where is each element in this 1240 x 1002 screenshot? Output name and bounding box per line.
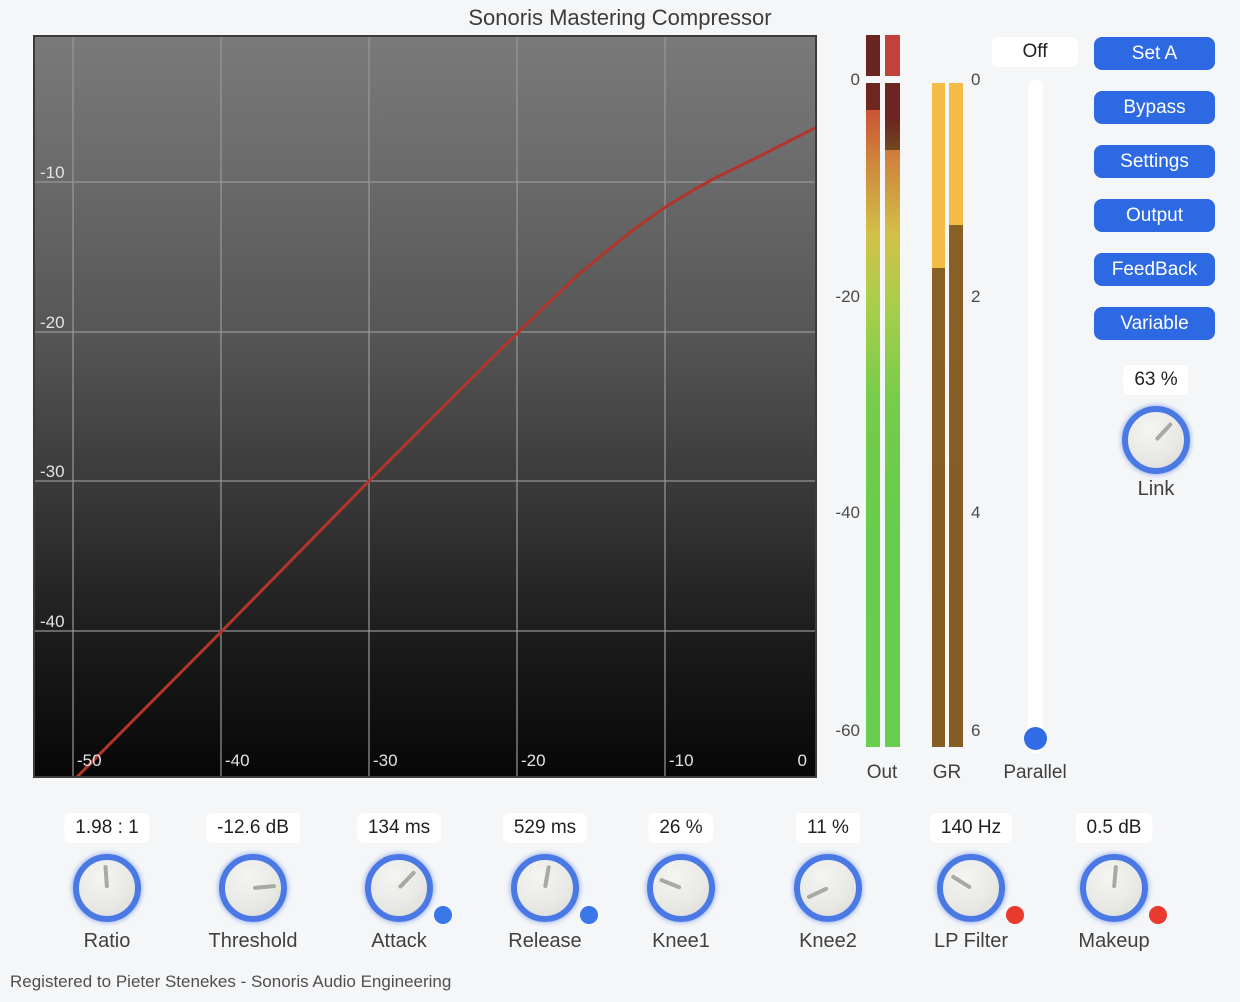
out-scale-40: -40	[835, 503, 860, 522]
threshold-value[interactable]: -12.6 dB	[206, 813, 300, 843]
parallel-slider-track[interactable]	[1028, 80, 1043, 753]
gr-meter-left	[932, 83, 945, 747]
knob-pointer	[397, 870, 417, 890]
x-tick: -40	[225, 751, 250, 770]
knob-pointer	[543, 865, 551, 889]
attack-mode-indicator[interactable]	[434, 906, 452, 924]
output-button[interactable]: Output	[1094, 199, 1215, 232]
out-clip-right	[885, 35, 900, 76]
bypass-button[interactable]: Bypass	[1094, 91, 1215, 124]
knob-pointer	[103, 864, 109, 889]
variable-button[interactable]: Variable	[1094, 307, 1215, 340]
knob-pointer	[950, 874, 973, 890]
lp-filter-label: LP Filter	[933, 930, 1009, 952]
knee1-knob[interactable]	[647, 854, 715, 922]
x-tick: -20	[521, 751, 546, 770]
link-label: Link	[1137, 478, 1175, 500]
out-scale-20: -20	[835, 287, 860, 306]
x-tick: -30	[373, 751, 398, 770]
gr-scale-6: 6	[971, 721, 981, 740]
x-tick: -50	[77, 751, 102, 770]
parallel-value[interactable]: Off	[992, 37, 1078, 67]
gridlines	[35, 37, 815, 776]
link-value[interactable]: 63 %	[1123, 365, 1189, 395]
page-title: Sonoris Mastering Compressor	[468, 5, 772, 30]
release-value[interactable]: 529 ms	[502, 813, 588, 843]
lp-filter-mode-indicator[interactable]	[1006, 906, 1024, 924]
knee2-knob[interactable]	[794, 854, 862, 922]
gr-scale-0: 0	[971, 70, 981, 89]
ratio-value[interactable]: 1.98 : 1	[64, 813, 150, 843]
ratio-label: Ratio	[83, 930, 131, 952]
gr-scale-2: 2	[971, 287, 981, 306]
feedback-button[interactable]: FeedBack	[1094, 253, 1215, 286]
lp-filter-knob[interactable]	[937, 854, 1005, 922]
registration-text: Registered to Pieter Stenekes - Sonoris …	[10, 972, 452, 991]
out-scale-0: 0	[850, 70, 860, 89]
knob-pointer	[252, 884, 277, 890]
makeup-knob[interactable]	[1080, 854, 1148, 922]
out-meter-right	[885, 83, 900, 747]
parallel-slider-thumb[interactable]	[1024, 727, 1047, 750]
knee1-label: Knee1	[652, 930, 710, 952]
out-clip-left	[866, 35, 880, 76]
y-tick: -10	[40, 163, 65, 182]
release-label: Release	[508, 930, 582, 952]
knee1-value[interactable]: 26 %	[648, 813, 714, 843]
attack-value[interactable]: 134 ms	[356, 813, 442, 843]
knob-pointer	[1112, 864, 1118, 889]
attack-knob[interactable]	[365, 854, 433, 922]
knee2-label: Knee2	[799, 930, 857, 952]
x-tick: 0	[797, 751, 807, 770]
y-tick: -40	[40, 612, 65, 631]
out-meter-label: Out	[866, 762, 898, 783]
attack-label: Attack	[371, 930, 427, 952]
set-a-button[interactable]: Set A	[1094, 37, 1215, 70]
threshold-label: Threshold	[208, 930, 298, 952]
compression-curve	[75, 126, 815, 776]
knob-pointer	[1154, 421, 1174, 442]
x-tick: -10	[669, 751, 694, 770]
gr-scale-4: 4	[971, 503, 981, 522]
transfer-curve-graph: -10 -20 -30 -40 -50 -40 -30 -20 -10 0	[33, 35, 817, 778]
release-knob[interactable]	[511, 854, 579, 922]
threshold-knob[interactable]	[219, 854, 287, 922]
knee2-value[interactable]: 11 %	[796, 813, 860, 843]
y-tick: -30	[40, 462, 65, 481]
lp-filter-value[interactable]: 140 Hz	[929, 813, 1013, 843]
ratio-knob[interactable]	[73, 854, 141, 922]
gr-meter-right	[949, 83, 963, 747]
curve-svg	[35, 37, 815, 776]
out-meter-left	[866, 83, 880, 747]
settings-button[interactable]: Settings	[1094, 145, 1215, 178]
release-mode-indicator[interactable]	[580, 906, 598, 924]
makeup-value[interactable]: 0.5 dB	[1075, 813, 1153, 843]
y-tick: -20	[40, 313, 65, 332]
out-scale-60: -60	[835, 721, 860, 740]
parallel-label: Parallel	[1003, 762, 1067, 783]
gr-meter-label: GR	[932, 762, 962, 783]
knob-pointer	[806, 886, 829, 900]
makeup-mode-indicator[interactable]	[1149, 906, 1167, 924]
knob-pointer	[658, 877, 682, 890]
makeup-label: Makeup	[1078, 930, 1150, 952]
link-knob[interactable]	[1122, 406, 1190, 474]
